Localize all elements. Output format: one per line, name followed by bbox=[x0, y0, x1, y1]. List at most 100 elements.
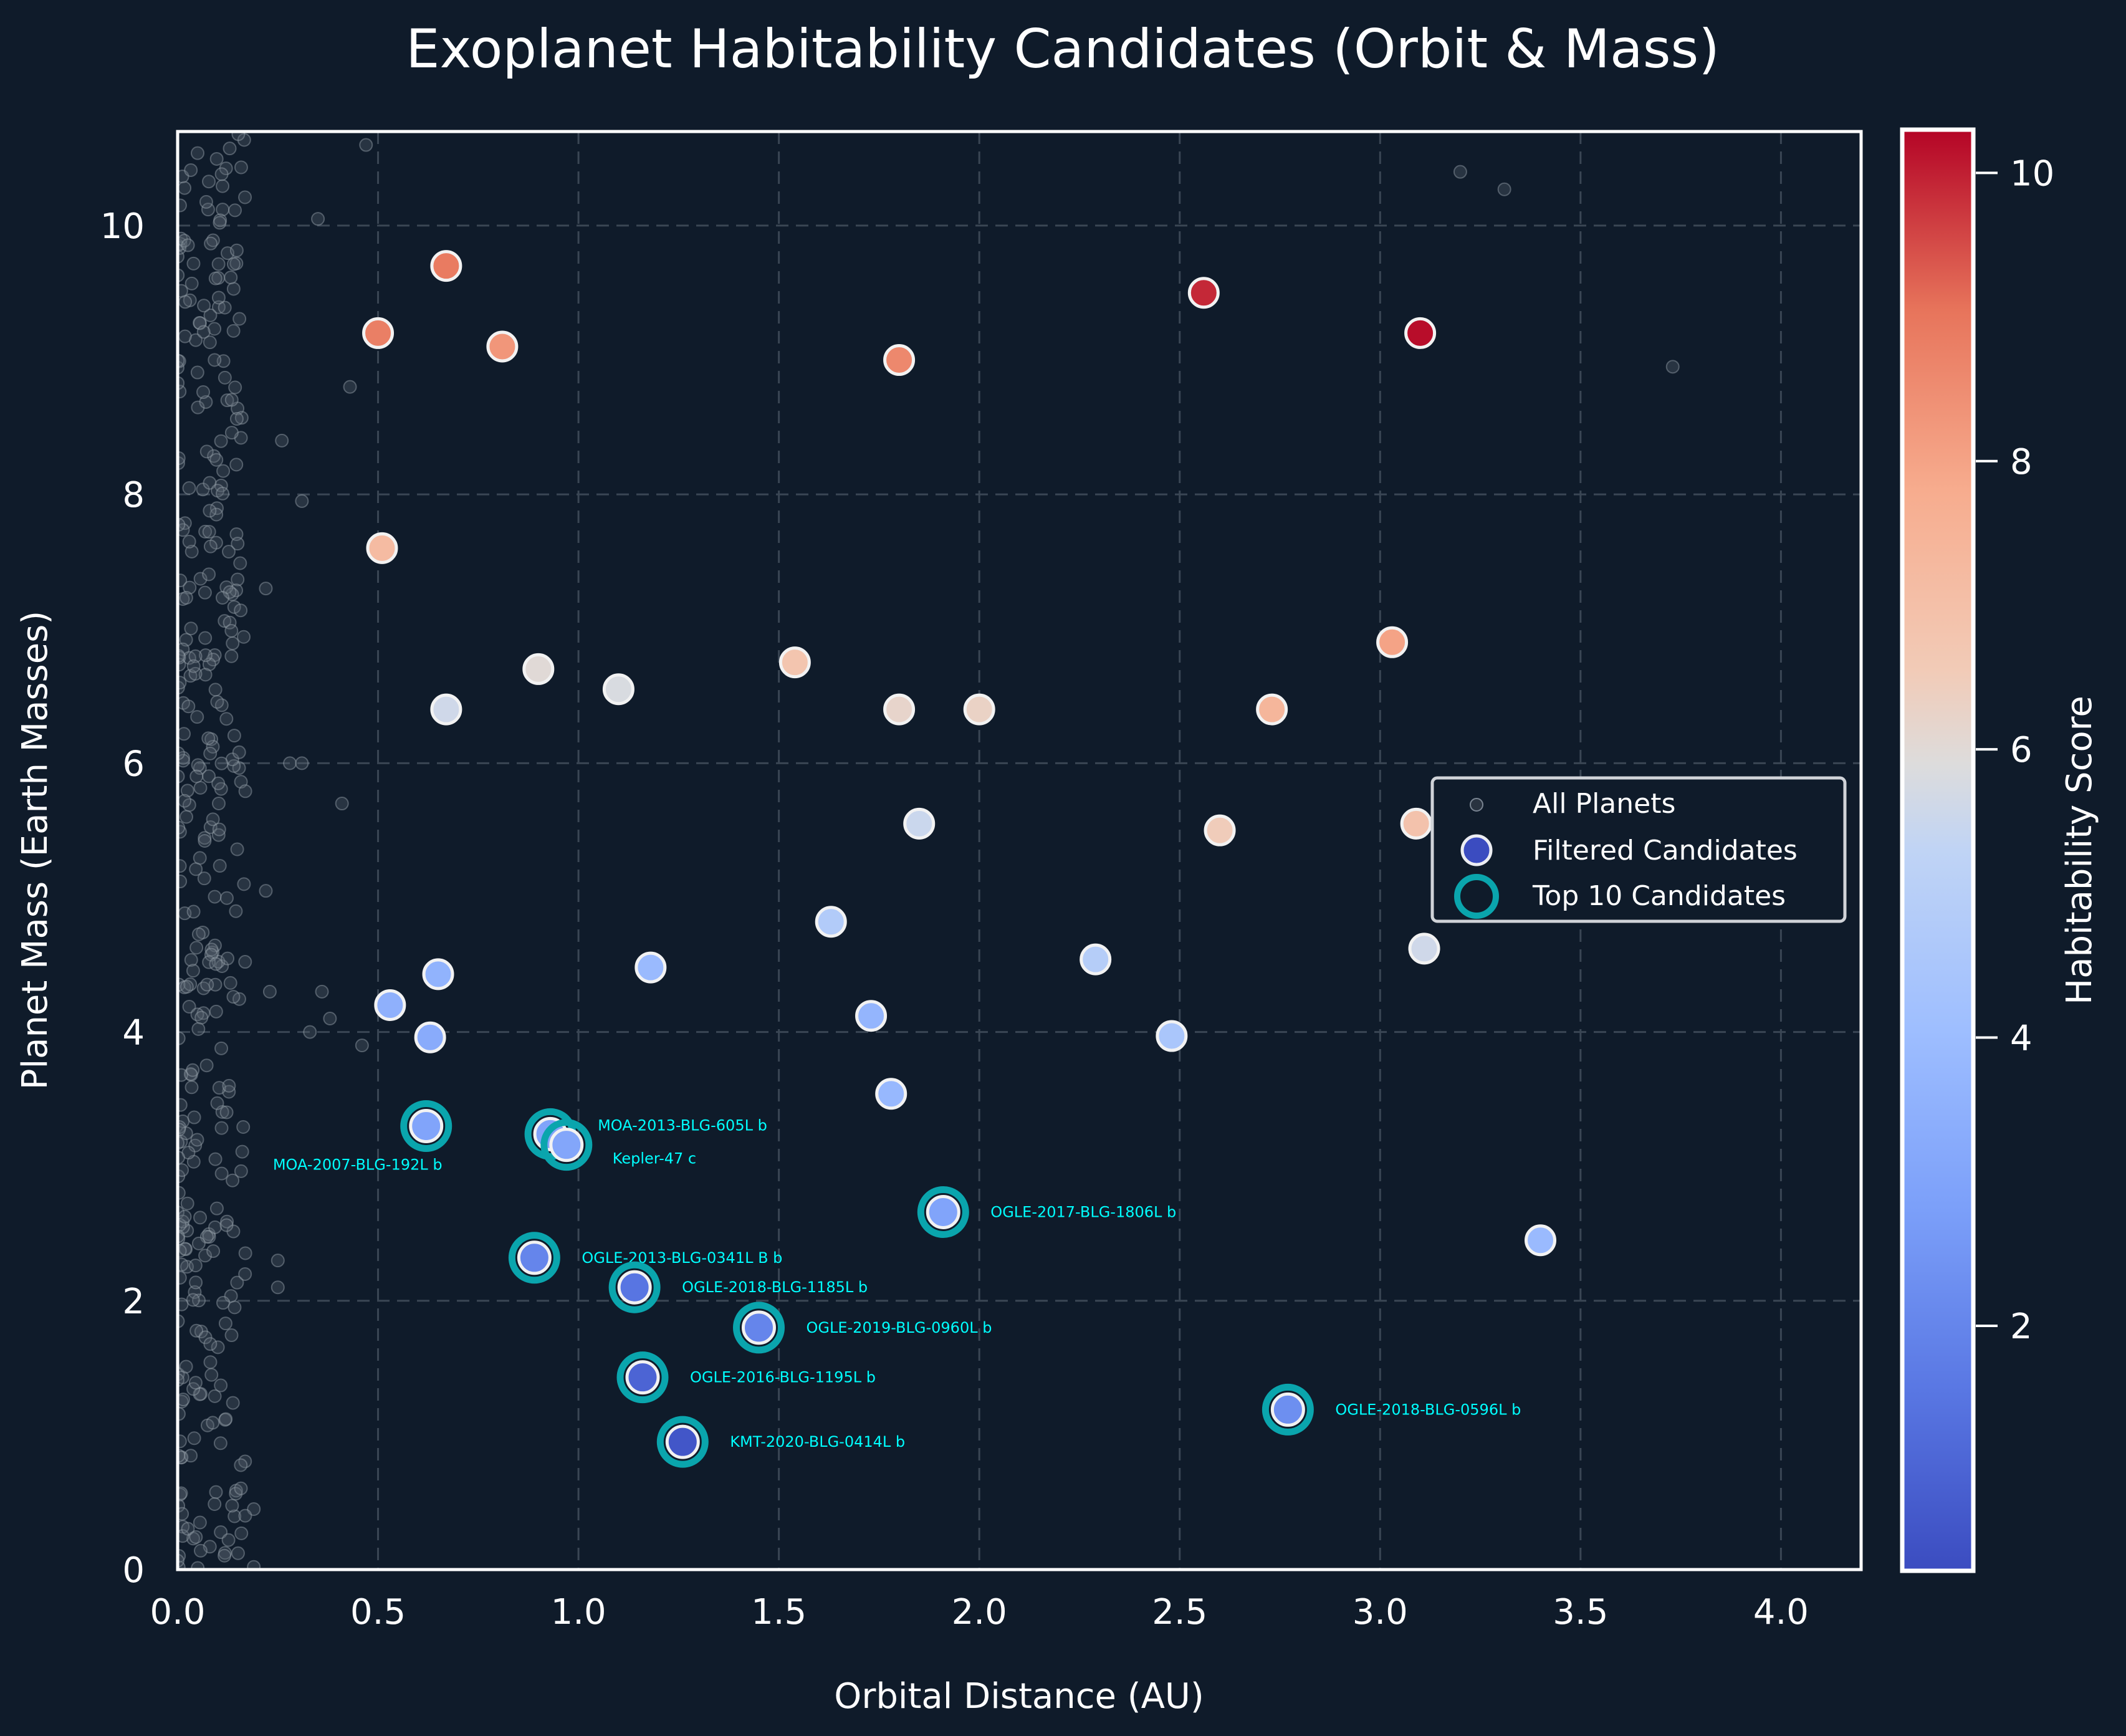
all-planets-point bbox=[213, 1436, 227, 1451]
all-planets-point bbox=[234, 603, 248, 618]
x-tick-label: 2.5 bbox=[1152, 1592, 1207, 1633]
all-planets-point bbox=[335, 797, 349, 811]
all-planets-point bbox=[237, 133, 251, 147]
all-planets-point bbox=[204, 732, 219, 746]
all-planets-point bbox=[212, 1081, 226, 1095]
all-planets-point bbox=[224, 271, 238, 285]
all-planets-point bbox=[208, 977, 223, 992]
all-planets-point bbox=[178, 1487, 187, 1502]
x-tick-label: 3.5 bbox=[1553, 1592, 1608, 1633]
all-planets-point bbox=[214, 1525, 228, 1539]
all-planets-point bbox=[189, 1275, 203, 1290]
all-planets-point bbox=[203, 504, 217, 518]
all-planets-point bbox=[229, 904, 243, 918]
all-planets-point bbox=[191, 146, 205, 160]
all-planets-point bbox=[209, 1201, 224, 1216]
all-planets-point bbox=[208, 1152, 223, 1166]
all-planets-point bbox=[1497, 182, 1511, 196]
top10-ring bbox=[1262, 1383, 1314, 1436]
all-planets-point bbox=[179, 1126, 193, 1141]
all-planets-point bbox=[206, 653, 220, 667]
filtered-candidates-series bbox=[362, 250, 1557, 1257]
colorbar-tick-label: 2 bbox=[2010, 1307, 2033, 1347]
all-planets-point bbox=[226, 1224, 241, 1239]
all-planets-point bbox=[184, 621, 198, 636]
all-planets-point bbox=[215, 959, 229, 973]
all-planets-point bbox=[229, 1487, 243, 1501]
all-planets-point bbox=[210, 695, 224, 709]
x-axis-ticks: 0.0 0.5 1.0 1.5 2.0 2.5 3.0 3.5 4.0 bbox=[150, 1592, 1808, 1633]
all-planets-point bbox=[206, 945, 220, 959]
all-planets-point bbox=[197, 871, 211, 886]
all-planets-point bbox=[204, 947, 218, 962]
all-planets-point bbox=[178, 825, 187, 839]
all-planets-point bbox=[303, 1025, 317, 1039]
all-planets-point bbox=[262, 984, 277, 999]
plot-frame bbox=[176, 130, 1863, 1571]
all-planets-point bbox=[212, 822, 226, 837]
all-planets-point bbox=[236, 1120, 251, 1134]
top10-candidate-point bbox=[409, 1108, 444, 1143]
all-planets-point bbox=[178, 1394, 189, 1409]
legend-label-top10: Top 10 Candidates bbox=[1532, 880, 1786, 912]
filtered-candidate-point bbox=[855, 1000, 888, 1032]
all-planets-point bbox=[182, 534, 196, 549]
all-planets-point bbox=[184, 1449, 198, 1463]
all-planets-point bbox=[214, 756, 229, 770]
all-planets-point bbox=[188, 1376, 203, 1390]
top10-candidate-point bbox=[517, 1240, 552, 1275]
all-planets-point bbox=[189, 1530, 203, 1544]
all-planets-point bbox=[188, 1259, 203, 1273]
all-planets-point bbox=[237, 630, 251, 644]
all-planets-point bbox=[189, 333, 203, 347]
all-planets-point bbox=[208, 890, 222, 904]
all-planets-point bbox=[193, 1387, 207, 1401]
all-planets-point bbox=[178, 727, 191, 741]
all-planets-point bbox=[234, 1526, 249, 1540]
all-planets-point bbox=[200, 977, 214, 992]
all-planets-point bbox=[238, 1246, 252, 1260]
candidate-label: OGLE-2016-BLG-1195L b bbox=[690, 1369, 876, 1386]
all-planets-point bbox=[191, 1022, 206, 1036]
y-tick-label: 6 bbox=[122, 744, 145, 784]
all-planets-point bbox=[355, 1038, 369, 1053]
all-planets-point bbox=[178, 241, 187, 255]
all-planets-point bbox=[208, 322, 222, 336]
all-planets-point bbox=[182, 798, 196, 812]
y-axis-ticks: 0 2 4 6 8 10 bbox=[100, 206, 145, 1591]
all-planets-point bbox=[223, 615, 237, 630]
all-planets-point bbox=[199, 1230, 214, 1244]
chart-title: Exoplanet Habitability Candidates (Orbit… bbox=[406, 18, 1720, 80]
all-planets-point bbox=[202, 175, 216, 189]
all-planets-point bbox=[196, 981, 211, 995]
all-planets-point bbox=[186, 904, 201, 919]
all-planets-point bbox=[226, 257, 241, 271]
all-planets-point bbox=[227, 759, 241, 773]
all-planets-point bbox=[233, 556, 247, 570]
all-planets-point bbox=[196, 482, 210, 497]
filtered-candidate-point bbox=[1376, 626, 1409, 658]
all-planets-point bbox=[199, 395, 213, 409]
all-planets-point bbox=[208, 1220, 223, 1234]
all-planets-point bbox=[198, 831, 212, 845]
all-planets-point bbox=[232, 761, 246, 775]
all-planets-point bbox=[208, 271, 223, 285]
all-planets-point bbox=[208, 1389, 222, 1403]
all-planets-point bbox=[178, 385, 187, 399]
all-planets-point bbox=[238, 1508, 252, 1523]
all-planets-point bbox=[231, 1546, 245, 1560]
all-planets-point bbox=[234, 1164, 248, 1178]
candidate-label: KMT-2020-BLG-0414L b bbox=[730, 1433, 905, 1451]
all-planets-point bbox=[271, 1280, 285, 1295]
all-planets-point bbox=[234, 160, 248, 175]
top10-ring bbox=[616, 1351, 669, 1404]
all-planets-point bbox=[200, 1418, 214, 1432]
all-planets-point bbox=[178, 1257, 189, 1272]
all-planets-point bbox=[178, 642, 190, 656]
all-planets-point bbox=[1665, 360, 1680, 374]
all-planets-point bbox=[190, 365, 204, 380]
x-tick-label: 3.0 bbox=[1353, 1592, 1408, 1633]
all-planets-point bbox=[191, 1236, 206, 1250]
all-planets-point bbox=[198, 585, 212, 600]
